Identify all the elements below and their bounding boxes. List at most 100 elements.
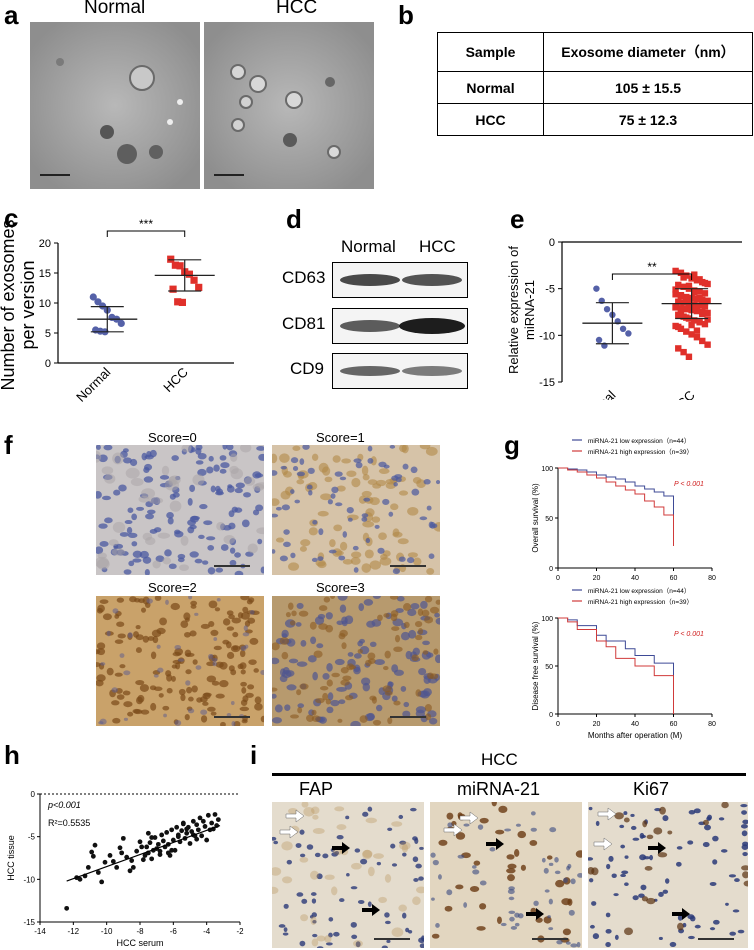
- cell-nucleus: [355, 461, 363, 469]
- cell-nucleus: [393, 482, 398, 487]
- x-tick-label: 20: [593, 721, 601, 728]
- cell-nucleus: [172, 651, 182, 657]
- data-point: [685, 282, 693, 290]
- data-point: [187, 841, 193, 846]
- cell-nucleus: [373, 853, 384, 859]
- cell-nucleus: [333, 931, 340, 937]
- y-tick-label: 15: [39, 268, 51, 280]
- cell-nucleus: [116, 694, 125, 700]
- data-point: [672, 291, 679, 298]
- cell-nucleus: [187, 498, 193, 506]
- cell-nucleus: [395, 477, 402, 483]
- cell-nucleus: [311, 709, 317, 716]
- cell-nucleus: [367, 445, 373, 452]
- cell-nucleus: [393, 700, 401, 706]
- cell-nucleus: [362, 474, 370, 481]
- cell-nucleus: [662, 889, 669, 894]
- cell-nucleus: [509, 916, 515, 922]
- cell-nucleus: [159, 617, 167, 626]
- y-tick-label: -15: [23, 918, 35, 927]
- cell-nucleus: [435, 599, 440, 605]
- data-point: [704, 316, 711, 323]
- cell-nucleus: [363, 497, 371, 502]
- cell-nucleus: [199, 696, 208, 703]
- cell-nucleus: [313, 650, 323, 658]
- cell-nucleus: [687, 840, 694, 845]
- cell-nucleus: [171, 455, 179, 461]
- cell-nucleus: [400, 631, 410, 641]
- significance-bracket: [611, 273, 693, 280]
- cell-nucleus: [353, 653, 362, 659]
- y-axis-label: miRNA-21: [522, 280, 537, 340]
- y-tick-label: 20: [39, 238, 51, 250]
- cell-nucleus: [620, 844, 626, 849]
- cell-nucleus: [646, 834, 654, 840]
- cell-nucleus: [354, 848, 361, 853]
- data-point: [696, 276, 703, 283]
- cell-nucleus: [387, 827, 393, 831]
- cell-nucleus: [407, 552, 418, 558]
- cell-nucleus: [226, 445, 234, 451]
- cell-nucleus: [327, 499, 333, 505]
- cell-nucleus: [630, 813, 635, 817]
- cell-nucleus: [639, 832, 645, 839]
- cell-nucleus: [186, 686, 193, 694]
- cell-nucleus: [623, 817, 630, 823]
- table-row: HCC 75 ± 12.3: [437, 103, 753, 136]
- cell-nucleus: [132, 558, 142, 563]
- cell-nucleus: [289, 620, 296, 626]
- x-axis-label: Months after operation (M): [588, 731, 683, 740]
- marker-cd81: CD81: [282, 314, 326, 333]
- cell-nucleus: [158, 693, 164, 698]
- cell-nucleus: [428, 553, 435, 559]
- data-point: [127, 868, 133, 874]
- cell-nucleus: [240, 645, 247, 652]
- cell-nucleus: [366, 712, 375, 721]
- cell-nucleus: [407, 608, 417, 617]
- cell-nucleus: [112, 608, 119, 614]
- cell-nucleus: [96, 674, 106, 682]
- cell-nucleus: [288, 807, 298, 815]
- cell-nucleus: [202, 560, 209, 565]
- cell-nucleus: [170, 602, 181, 611]
- y-tick-label: -5: [28, 833, 36, 842]
- cell-nucleus: [544, 889, 550, 893]
- cell-nucleus: [168, 563, 177, 570]
- data-point: [95, 870, 101, 875]
- y-tick-label: 100: [541, 466, 553, 473]
- cell-nucleus: [131, 541, 138, 547]
- cell-nucleus: [703, 819, 709, 826]
- scale-bar: [374, 938, 410, 940]
- cell-nucleus: [331, 886, 338, 896]
- cell-nucleus: [96, 490, 102, 499]
- cell-nucleus: [337, 596, 348, 601]
- cell-nucleus: [272, 513, 279, 518]
- cell-nucleus: [128, 560, 135, 567]
- data-point: [174, 824, 180, 830]
- cell-nucleus: [734, 878, 740, 883]
- cell-nucleus: [283, 927, 288, 933]
- cell-nucleus: [230, 669, 237, 676]
- cell-nucleus: [412, 856, 419, 863]
- cell-nucleus: [346, 872, 350, 877]
- cell-nucleus: [189, 551, 199, 558]
- cell-nucleus: [378, 468, 390, 475]
- cell-nucleus: [244, 620, 251, 627]
- cell-nucleus: [234, 552, 241, 558]
- cell-nucleus: [709, 927, 716, 931]
- cell-nucleus: [374, 524, 380, 529]
- cell-nucleus: [743, 880, 748, 887]
- cell-nucleus: [210, 711, 217, 716]
- cell-nucleus: [489, 847, 496, 852]
- data-point: [202, 824, 208, 829]
- cell-nucleus: [353, 458, 362, 463]
- cell-nucleus: [350, 720, 361, 726]
- marker-cd9: CD9: [290, 359, 325, 378]
- ihc-ki67-graphic: [588, 802, 748, 948]
- cell-nucleus: [565, 941, 571, 945]
- cell-nucleus: [345, 694, 354, 701]
- y-axis-label: Overall survival (%): [531, 483, 540, 553]
- ihc-score-1-graphic: [272, 445, 440, 575]
- cell-nucleus: [306, 714, 314, 722]
- cell-nucleus: [341, 642, 347, 650]
